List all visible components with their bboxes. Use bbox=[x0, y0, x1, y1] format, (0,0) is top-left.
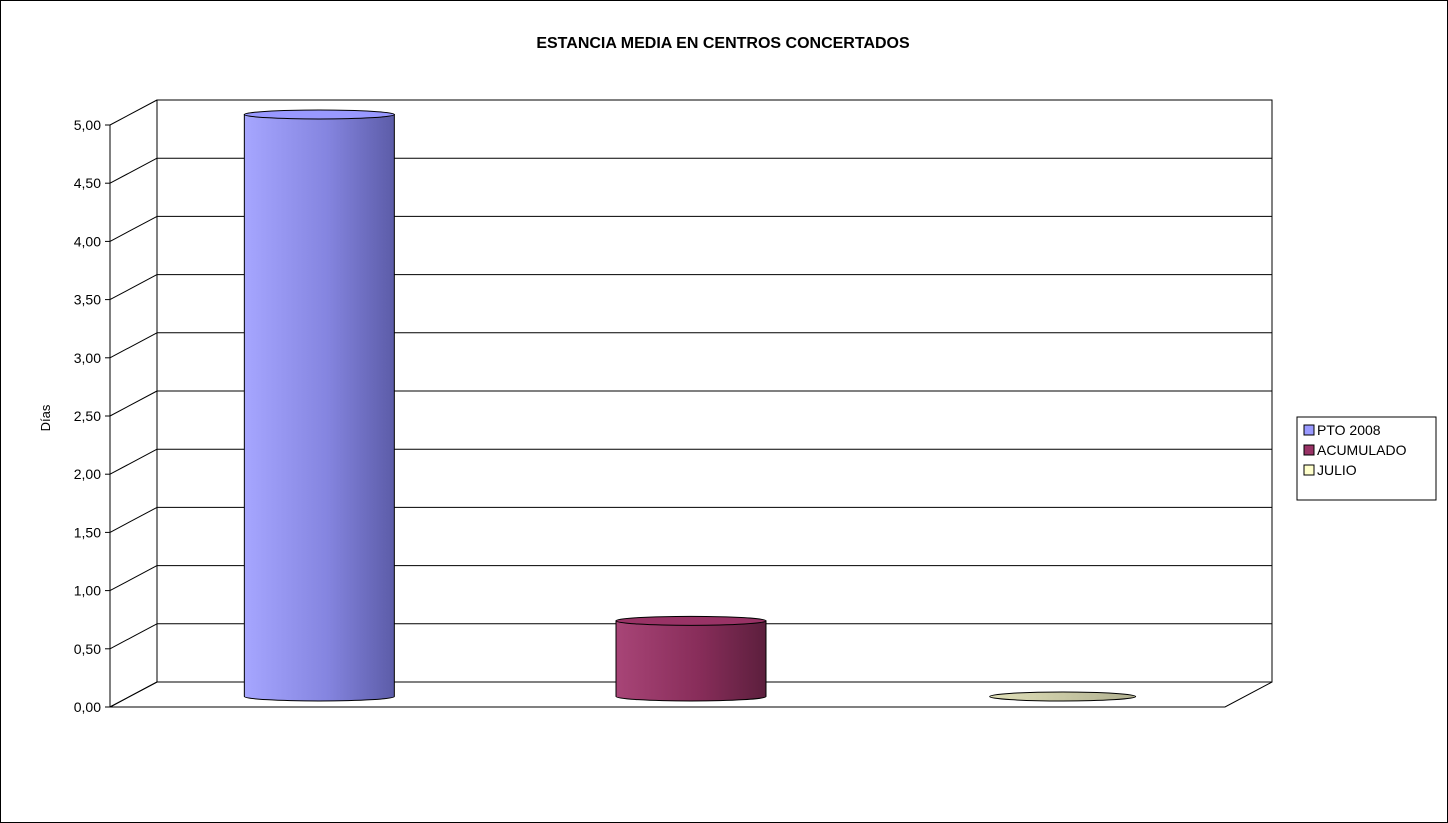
y-tick-label: 3,00 bbox=[74, 350, 101, 366]
y-tick-label: 2,00 bbox=[74, 466, 101, 482]
legend-swatch bbox=[1303, 424, 1315, 436]
y-tick-label: 2,50 bbox=[74, 408, 101, 424]
bar-acumulado bbox=[615, 615, 767, 702]
y-tick-label: 1,00 bbox=[74, 583, 101, 599]
side-wall-line bbox=[109, 506, 158, 533]
legend-swatch bbox=[1303, 464, 1315, 476]
cylinder-top bbox=[989, 691, 1137, 702]
y-tick-label: 0,50 bbox=[74, 641, 101, 657]
y-tick-label: 0,00 bbox=[74, 699, 101, 715]
side-wall-line bbox=[109, 390, 158, 417]
side-wall-line bbox=[109, 448, 158, 475]
y-tick-label: 3,50 bbox=[74, 292, 101, 308]
floor bbox=[109, 681, 1273, 708]
legend: PTO 2008 ACUMULADO JULIO bbox=[1296, 416, 1437, 501]
legend-swatch bbox=[1303, 444, 1315, 456]
cylinder-body bbox=[615, 620, 767, 702]
y-axis: 0,00 0,50 1,00 1,50 2,00 2,50 3,00 3,50 4,00 4,50… bbox=[74, 117, 111, 715]
legend-label: JULIO bbox=[1317, 462, 1357, 478]
y-tick-label: 4,50 bbox=[74, 175, 101, 191]
side-wall-line bbox=[109, 157, 158, 184]
side-wall-line bbox=[109, 99, 158, 126]
chart-title: ESTANCIA MEDIA EN CENTROS CONCERTADOS bbox=[536, 35, 910, 52]
bars bbox=[243, 109, 1137, 702]
cylinder-top bbox=[615, 615, 767, 626]
side-wall-line bbox=[109, 332, 158, 359]
cylinder-body bbox=[243, 114, 395, 702]
legend-label: ACUMULADO bbox=[1317, 442, 1407, 458]
y-axis-label: Días bbox=[38, 404, 53, 431]
y-tick-label: 4,00 bbox=[74, 233, 101, 249]
legend-box bbox=[1296, 416, 1437, 501]
y-tick-label: 1,50 bbox=[74, 524, 101, 540]
side-wall-line bbox=[109, 274, 158, 301]
bar-julio bbox=[989, 691, 1137, 702]
cylinder-top bbox=[243, 109, 395, 120]
y-tick-label: 5,00 bbox=[74, 117, 101, 133]
side-wall-line bbox=[109, 215, 158, 242]
bar-pto-2008 bbox=[243, 109, 395, 702]
side-wall-line bbox=[109, 565, 158, 592]
side-wall-line bbox=[109, 623, 158, 650]
legend-label: PTO 2008 bbox=[1317, 422, 1381, 438]
